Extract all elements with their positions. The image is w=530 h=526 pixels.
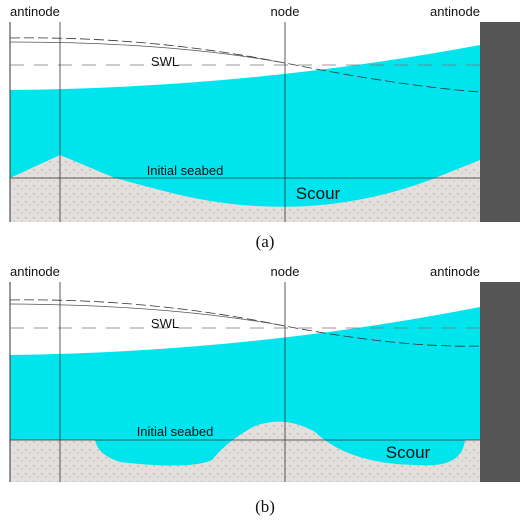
panel-b: antinode node antinode SWL Initial seabe… [10, 264, 520, 516]
label: Initial seabed [137, 424, 214, 439]
label: Scour [296, 184, 341, 203]
label: Scour [386, 443, 431, 462]
panel-a: antinode node antinode SWL Initial seabe… [10, 4, 520, 251]
label: antinode [10, 264, 60, 279]
label: SWL [151, 54, 179, 69]
label: antinode [10, 4, 60, 19]
label: Initial seabed [147, 163, 224, 178]
figure: antinode node antinode SWL Initial seabe… [0, 0, 530, 526]
label: node [271, 264, 300, 279]
wall [480, 22, 520, 222]
caption: (b) [255, 497, 275, 516]
trough-line [10, 42, 285, 63]
label: SWL [151, 316, 179, 331]
wall [480, 282, 520, 482]
label: antinode [430, 4, 480, 19]
caption: (a) [256, 232, 275, 251]
label: antinode [430, 264, 480, 279]
label: node [271, 4, 300, 19]
trough-line [10, 304, 285, 326]
